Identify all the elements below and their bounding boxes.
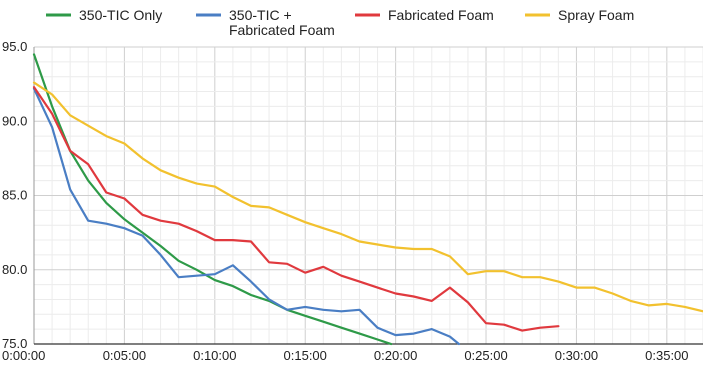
x-tick-label: 0:35:00 [645,348,688,363]
legend-label: Spray Foam [558,7,634,23]
series-line-350-tic-only [32,53,393,346]
legend-item: Spray Foam [525,7,634,23]
y-tick-label: 80.0 [2,262,27,277]
x-tick-label: 0:05:00 [103,348,146,363]
legend: 350-TIC Only 350-TIC +Fabricated FoamFabr… [46,7,634,38]
y-tick-label: 85.0 [2,188,27,203]
legend-label: 350-TIC Only [79,7,162,23]
x-tick-label: 0:00:00 [2,348,45,363]
series-line-350-tic-fabricated-foam [32,87,460,346]
y-tick-label: 95.0 [2,39,27,54]
x-tick-label: 0:30:00 [555,348,598,363]
grid [33,46,703,345]
x-tick-label: 0:15:00 [284,348,327,363]
x-tick-label: 0:25:00 [464,348,507,363]
y-tick-label: 75.0 [2,336,27,351]
x-tick-label: 0:20:00 [374,348,417,363]
legend-label: Fabricated Foam [388,7,494,23]
x-tick-label: 0:10:00 [193,348,236,363]
series-layer [32,53,703,346]
legend-item: 350-TIC +Fabricated Foam [196,7,335,38]
legend-item: Fabricated Foam [355,7,494,23]
legend-label: 350-TIC + [229,7,292,23]
series-line-fabricated-foam [32,85,560,332]
series-line-spray-foam [32,81,703,313]
legend-label: Fabricated Foam [229,22,335,38]
legend-item: 350-TIC Only [46,7,162,23]
y-tick-label: 90.0 [2,113,27,128]
axes [33,47,703,345]
tick-labels: 75.0 80.0 85.0 90.0 95.0 0:00:00 0:05:00 0:10:0… [2,39,689,363]
